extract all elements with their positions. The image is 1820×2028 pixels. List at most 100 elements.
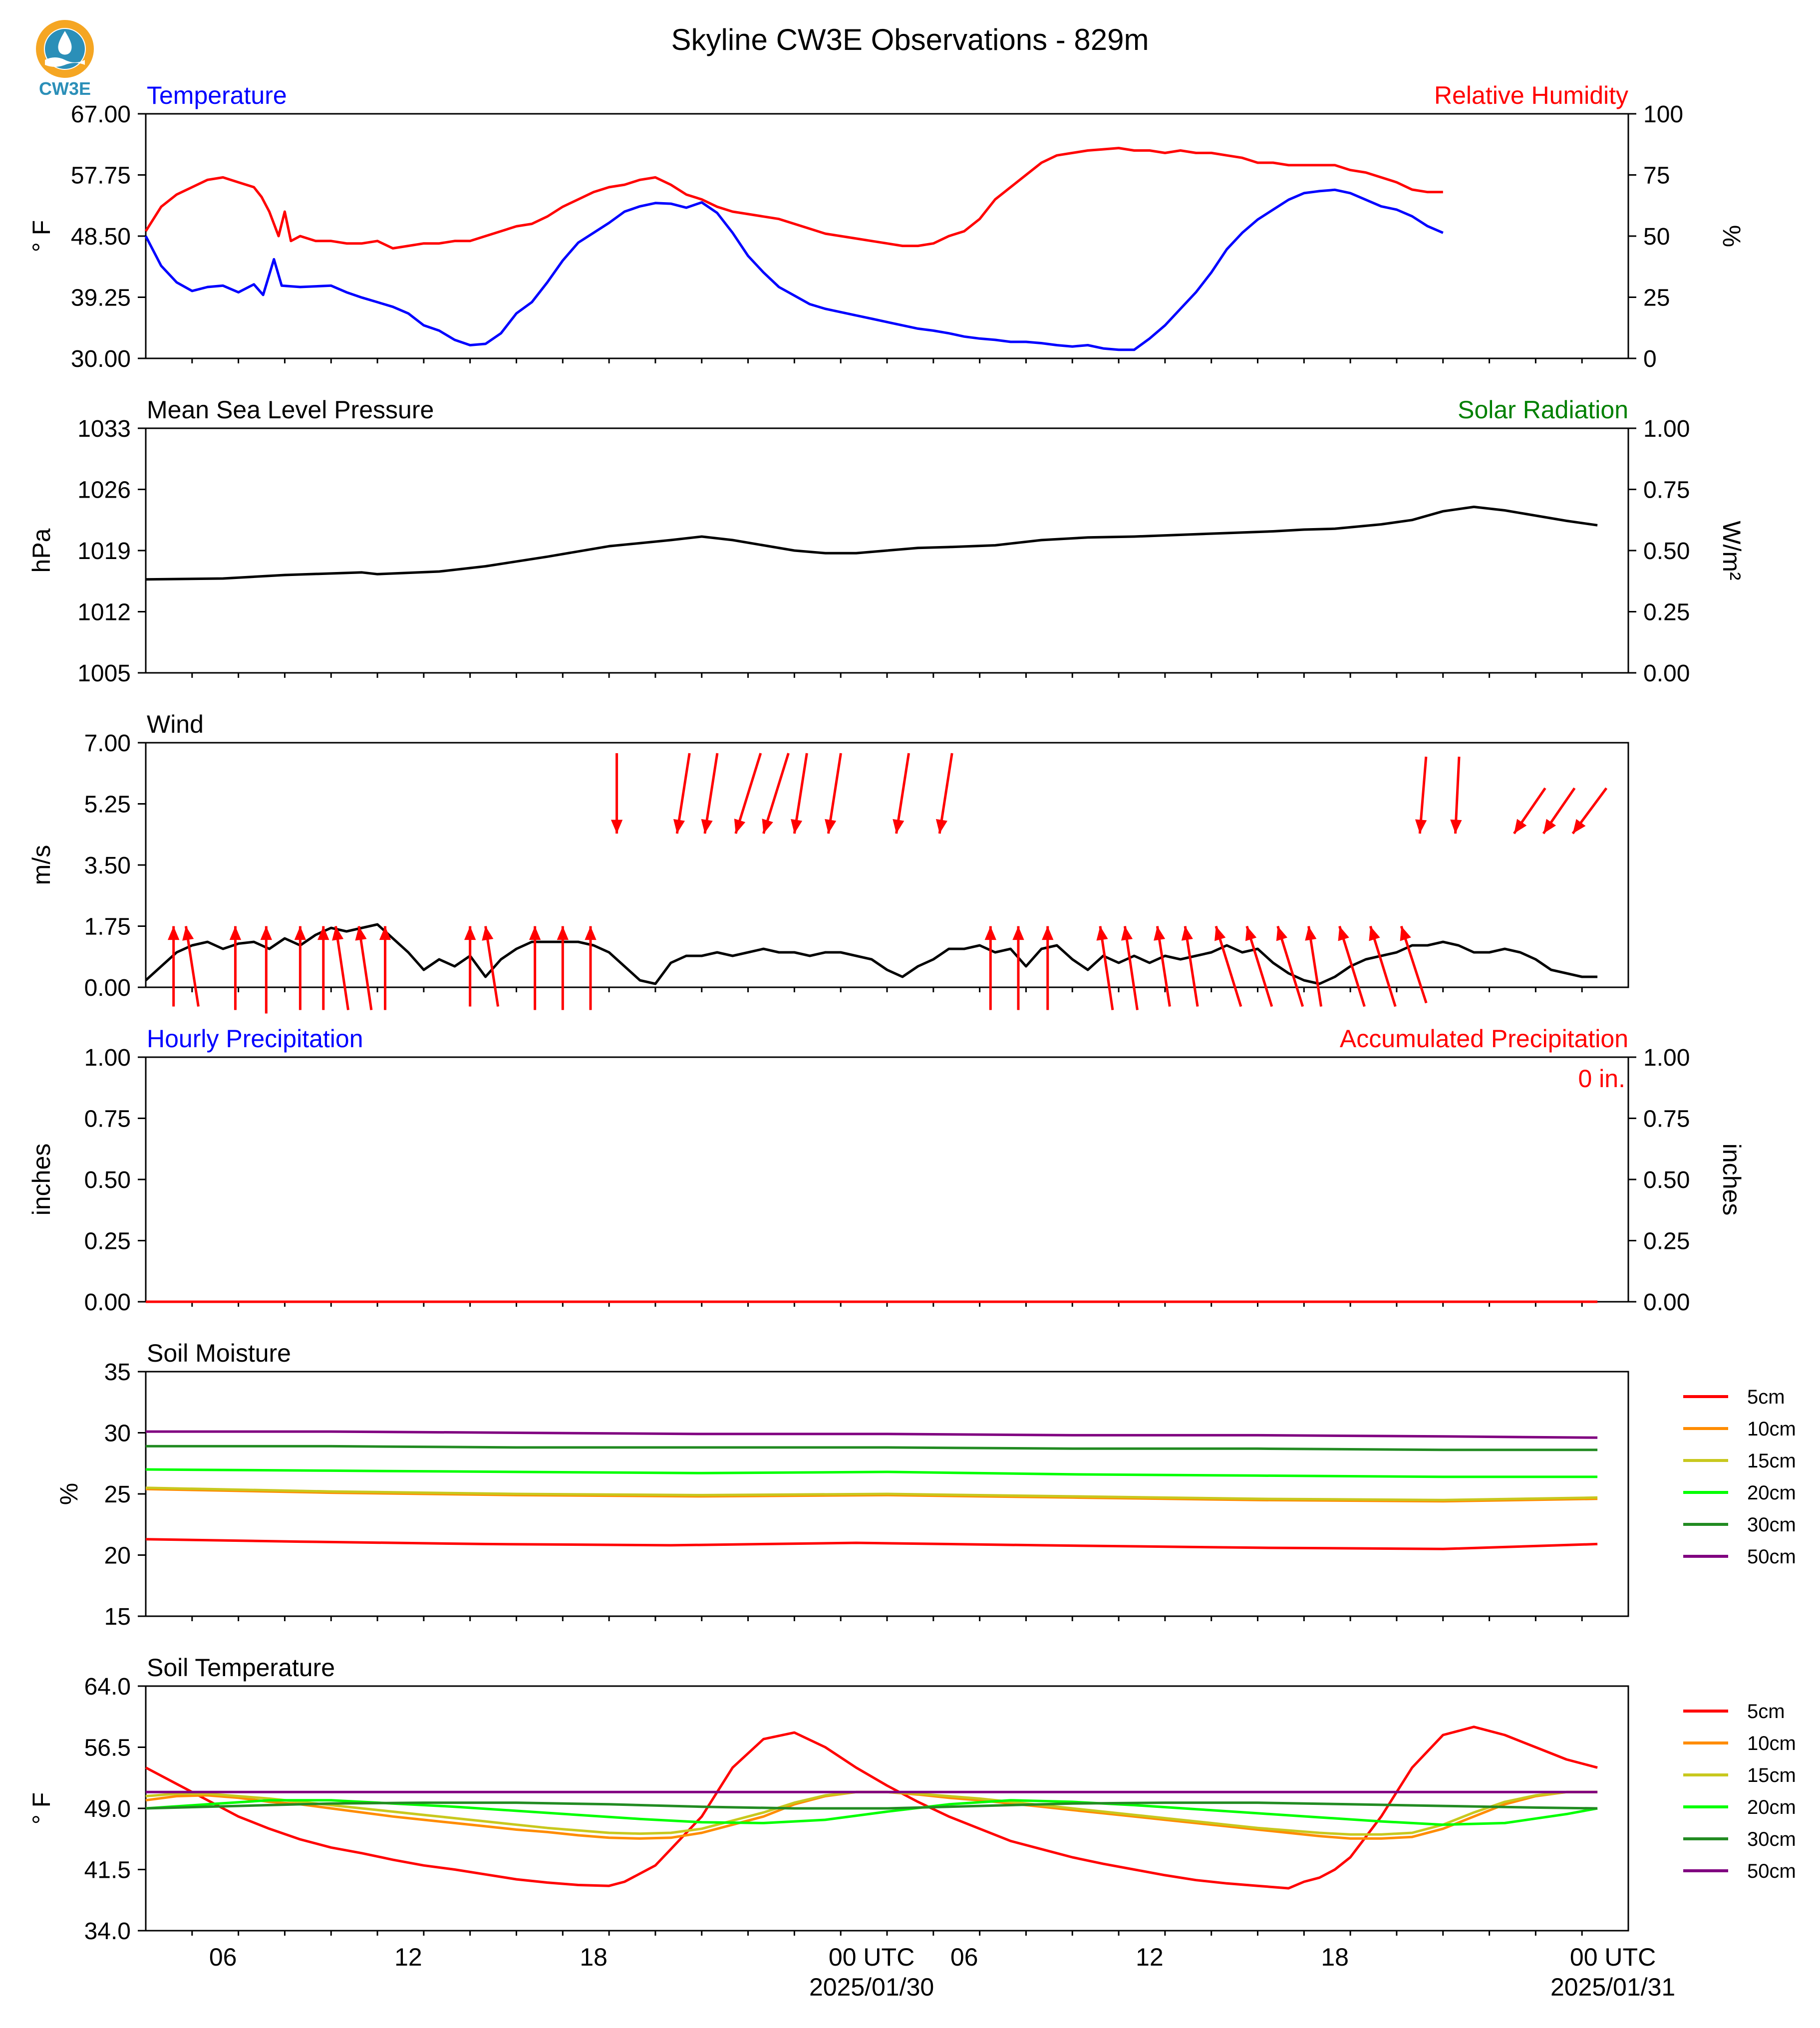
x-date-label: 2025/01/30 [809,1973,934,2001]
y2-tick-label: 25 [1643,285,1670,311]
wind-arrow [379,926,391,1010]
wind-arrow [673,753,691,834]
wind-arrow [355,926,373,1010]
y-tick-label: 30.00 [71,346,131,372]
y-tick-label: 1005 [77,660,131,687]
x-tick-label: 12 [394,1943,422,1971]
wind-arrow [1415,756,1428,834]
series-mean-sea-level-pressure [145,506,1598,581]
y2-axis-label: % [1718,225,1746,247]
panel-title-right: Solar Radiation [1458,396,1628,424]
y-tick-label: 48.50 [71,224,131,250]
y-tick-label: 0.00 [84,975,131,1001]
wind-arrow [464,926,476,1007]
y-tick-label: 56.5 [84,1735,131,1761]
y-tick-label: 1.00 [84,1045,131,1071]
series-5cm [145,1538,1598,1550]
x-tick-label: 00 UTC [1570,1943,1656,1971]
y2-tick-label: 0.00 [1643,660,1690,687]
y-tick-label: 5.25 [84,792,131,818]
y-tick-label: 1012 [77,599,131,626]
legend-label: 20cm [1747,1482,1796,1504]
legend-label: 5cm [1747,1701,1785,1723]
y2-tick-label: 0.75 [1643,477,1690,504]
wind-arrow [1276,925,1304,1007]
y-axis-label: ° F [27,220,55,252]
legend-label: 5cm [1747,1386,1785,1408]
y-tick-label: 64.0 [84,1674,131,1700]
series-50cm [146,1430,1598,1439]
legend-label: 15cm [1747,1764,1796,1786]
y-tick-label: 0.00 [84,1289,131,1316]
y-tick-label: 41.5 [84,1857,131,1884]
wind-arrow [1542,787,1576,835]
y-axis-label: % [55,1483,83,1505]
y2-tick-label: 1.00 [1643,1045,1690,1071]
y-tick-label: 1033 [77,416,131,442]
y-tick-label: 67.00 [71,101,131,128]
wind-arrow [182,926,200,1007]
x-date-label: 2025/01/31 [1550,1973,1675,2001]
y2-tick-label: 75 [1643,163,1670,189]
wind-arrow [1338,925,1366,1007]
x-tick-label: 00 UTC [829,1943,914,1971]
wind-arrow [332,926,350,1010]
y-axis-label: hPa [27,528,55,573]
series-10cm [145,1790,1598,1840]
legend-soil_temp: 5cm 10cm 15cm 20cm 30cm 50cm [1683,1701,1796,1882]
wind-arrow [762,753,790,834]
y-tick-label: 15 [104,1604,131,1630]
y-tick-label: 30 [104,1421,131,1447]
panel-wind: Wind 7.00 5.25 3.50 1.75 0.00 m/s [27,710,1629,1014]
y2-tick-label: 0.00 [1643,1289,1690,1316]
y2-tick-label: 0 [1643,346,1657,372]
y-tick-label: 7.00 [84,730,131,757]
wind-arrow [1042,926,1054,1010]
wind-arrow [585,926,597,1010]
wind-arrow [168,926,180,1007]
wind-arrow [1245,925,1273,1007]
wind-arrow [1121,926,1139,1010]
wind-arrow [1214,925,1242,1007]
wind-arrow [1305,926,1323,1007]
y-tick-label: 34.0 [84,1918,131,1945]
panel-pressure: Mean Sea Level Pressure Solar Radiation 10… [27,396,1746,687]
series-30cm [145,1801,1598,1810]
y2-tick-label: 50 [1643,224,1670,250]
series-5cm [145,1726,1598,1890]
legend-label: 30cm [1747,1514,1796,1536]
wind-arrow [260,926,272,1014]
wind-arrow [701,753,719,834]
x-tick-label: 06 [950,1943,978,1971]
panel-title-right: Accumulated Precipitation [1340,1025,1628,1053]
wind-arrow [229,926,242,1010]
y-tick-label: 39.25 [71,285,131,311]
y2-tick-label: 0.25 [1643,599,1690,626]
wind-arrow [1450,756,1462,834]
wind-arrow [893,753,910,834]
legend-label: 10cm [1747,1733,1796,1754]
wind-arrow [1181,926,1199,1007]
legend-label: 20cm [1747,1796,1796,1818]
wind-arrow [294,926,306,1010]
panel-title-left: Hourly Precipitation [147,1025,363,1053]
y-tick-label: 0.75 [84,1106,131,1133]
wind-arrow [482,926,500,1007]
y-tick-label: 3.50 [84,853,131,879]
y2-tick-label: 0.50 [1643,1167,1690,1193]
y-tick-label: 57.75 [71,163,131,189]
plot-frame [145,742,1629,988]
series-30cm [146,1445,1598,1451]
wind-arrow [825,753,842,834]
plot-frame [145,1056,1629,1303]
panel-title-left: Temperature [147,81,287,109]
panel-title-left: Soil Temperature [147,1654,335,1682]
legend-label: 10cm [1747,1418,1796,1440]
y2-axis-label: inches [1718,1144,1746,1216]
y2-tick-label: 100 [1643,101,1683,128]
y-tick-label: 49.0 [84,1796,131,1822]
wind-arrow [1400,925,1428,1004]
y2-tick-label: 0.75 [1643,1106,1690,1133]
legend-label: 15cm [1747,1450,1796,1472]
